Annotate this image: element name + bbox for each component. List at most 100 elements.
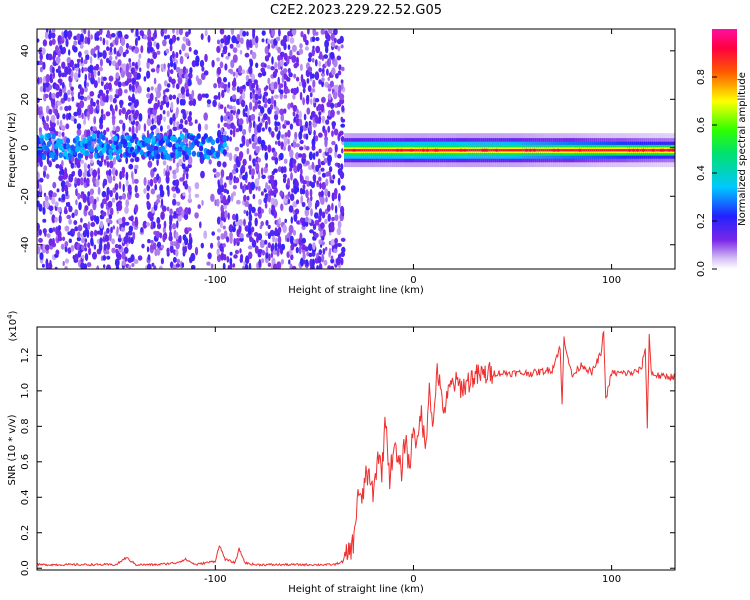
spectrogram-cell [324, 30, 328, 36]
spectrogram-cell [223, 188, 228, 193]
spectrogram-cell [352, 148, 356, 152]
spectrogram-cell [283, 73, 288, 80]
spectrogram-cell [247, 245, 253, 250]
spectrogram-cell [312, 121, 318, 128]
spectrogram-cell [210, 139, 216, 146]
spectrogram-cell [229, 231, 233, 239]
spectrogram-cell [294, 208, 300, 215]
spectrogram-cell [484, 148, 489, 152]
spectrogram-cell [229, 43, 234, 49]
spectrogram-cell [39, 106, 43, 112]
snr-frame [36, 326, 676, 571]
spectrogram-cell [128, 45, 133, 50]
spectrogram-cell [84, 238, 88, 243]
spectrogram-cell [146, 192, 150, 200]
spectrogram-cell [611, 149, 614, 152]
spectrogram-cell [324, 188, 329, 197]
spectrogram-cell [175, 59, 178, 65]
spectrogram-cell [280, 113, 285, 122]
spectrogram-cell [55, 163, 60, 169]
spectrogram-cell [131, 263, 135, 267]
spectrogram-cell [116, 226, 119, 235]
spectrogram-cell [326, 204, 331, 212]
spectrogram-cell [55, 91, 60, 99]
spectrogram-cell [124, 206, 129, 215]
spectrogram-cell [293, 212, 298, 222]
spectrogram-cell [186, 110, 189, 115]
spectrogram-cell [248, 262, 252, 269]
colorbar-tick-label: 0.2 [696, 213, 707, 229]
spectrogram-cell [273, 99, 277, 107]
spectrogram-cell [184, 237, 189, 246]
spectrogram-cell [304, 121, 309, 129]
spectrogram-cell [264, 202, 268, 209]
spectrogram-cell [217, 39, 220, 45]
spectrogram-cell [131, 177, 135, 185]
spectrogram-cell [52, 71, 55, 79]
spectrogram-cell [273, 81, 278, 90]
spectrogram-cell [111, 115, 116, 121]
spectrogram-cell [318, 191, 322, 197]
spectrogram-cell [587, 149, 590, 152]
spectrogram-cell [288, 205, 294, 213]
spectrogram-cell [429, 149, 432, 152]
spectrogram-cell [229, 129, 233, 136]
spectrogram-cell [299, 139, 304, 145]
spectrogram-cell [321, 211, 326, 219]
spectrogram-cell [115, 154, 121, 161]
spectrogram-cell [112, 125, 116, 132]
spectrogram-cell [242, 91, 246, 100]
spectrogram-cell [264, 97, 268, 104]
spectrogram-cell [304, 246, 309, 252]
spectrogram-cell [280, 58, 284, 67]
spectrogram-cell [163, 29, 168, 34]
spectrogram-cell [37, 245, 41, 255]
spectrogram-cell [146, 263, 152, 269]
spectrogram-cell [44, 145, 49, 152]
spectrogram-cell [110, 226, 113, 234]
spectrogram-cell [44, 31, 49, 40]
spectrogram-cell [617, 149, 620, 152]
colorbar-tick-label: 0.6 [696, 117, 707, 133]
spectrogram-cell [58, 175, 64, 182]
spectrogram-cell [317, 170, 321, 175]
spectrogram-cell [291, 55, 297, 63]
spectrogram-cell [61, 193, 66, 201]
spectrogram-cell [341, 148, 344, 154]
spectrogram-cell [243, 194, 247, 202]
spectrogram-cell [150, 68, 156, 73]
spectrogram-cell [216, 198, 220, 207]
spectrogram-cell [623, 149, 626, 152]
spectrogram-cell [340, 257, 344, 266]
spectrogram-cell [168, 94, 173, 101]
spectrogram-cell [184, 52, 189, 58]
spectrogram-cell [324, 39, 329, 49]
spectrogram-cell [156, 216, 161, 225]
spectrogram-cell [199, 221, 202, 229]
spectrogram-cell [627, 148, 632, 152]
spectrogram-cell [57, 230, 62, 240]
spectrogram-cell [254, 212, 259, 217]
spectrogram-cell [257, 87, 262, 97]
spectrogram-cell [108, 148, 113, 155]
spectrogram-cell [572, 149, 575, 152]
spectrogram-cell [73, 220, 78, 226]
spectrogram-cell [249, 58, 252, 63]
spectrogram-cell [156, 153, 161, 160]
spectrogram-cell [261, 38, 265, 43]
spectrogram-cell [184, 119, 188, 125]
spectrogram-cell [248, 165, 252, 170]
spectrogram-cell [346, 149, 349, 152]
spectrogram-cell [39, 137, 44, 144]
spectrogram-cell [57, 131, 62, 138]
spectrogram-cell [191, 150, 197, 157]
spectrogram-cell [290, 254, 294, 261]
spectrogram-cell [324, 218, 328, 225]
spectrogram-cell [518, 149, 521, 152]
spectrogram-cell [341, 82, 344, 90]
spectrogram-cell [98, 89, 104, 96]
spectrogram-cell [310, 110, 316, 118]
spectrogram-cell [330, 41, 336, 48]
spectrogram-cell [197, 123, 202, 132]
